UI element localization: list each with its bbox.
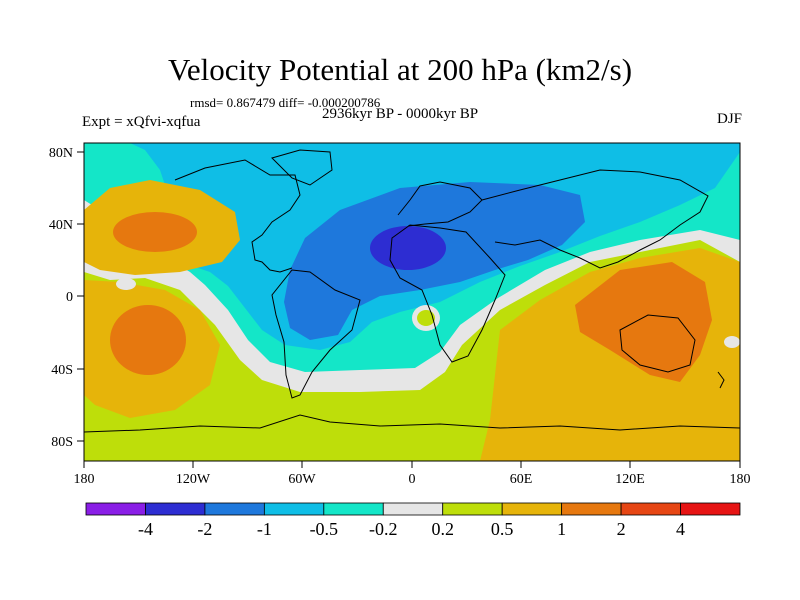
x-tick-label: 120W	[176, 472, 211, 487]
colorbar-swatch	[680, 502, 741, 516]
colorbar-label: -4	[137, 519, 153, 539]
colorbar-swatch	[145, 502, 206, 516]
x-tick-label: 0	[409, 472, 416, 487]
australia-coast	[619, 314, 696, 373]
europe-coast	[397, 181, 483, 227]
period-label: 2936kyr BP - 0000kyr BP	[322, 106, 479, 122]
y-tick-label: 40S	[51, 363, 73, 378]
y-tick-label: 40N	[49, 218, 73, 233]
axis-ticks	[77, 151, 741, 468]
africa-coast	[389, 224, 506, 363]
experiment-label: Expt = xQfvi-xqfua	[82, 114, 201, 130]
south-america-coast	[271, 269, 361, 399]
gray-pocket-east	[724, 336, 740, 348]
colorbar-swatch	[620, 502, 681, 516]
colorbar-label: -0.5	[309, 519, 339, 539]
colorbar	[85, 502, 741, 516]
dark-blue-core	[370, 226, 446, 270]
x-tick-label: 60W	[288, 472, 316, 487]
colorbar-label: 0.5	[490, 519, 514, 539]
greenland-coast	[271, 149, 333, 186]
map-title: Velocity Potential at 200 hPa (km2/s)	[167, 52, 633, 87]
colorbar-swatch	[561, 502, 622, 516]
y-tick-label: 80S	[51, 435, 73, 450]
antarctica-coast	[84, 414, 740, 433]
season-label: DJF	[716, 111, 742, 127]
north-america-coast	[174, 159, 301, 273]
new-zealand-coast	[717, 371, 725, 389]
colorbar-label: 0.2	[431, 519, 454, 539]
colorbar-swatch	[204, 502, 265, 516]
colorbar-label: -2	[197, 519, 213, 539]
asia-coast	[481, 169, 709, 269]
colorbar-swatch	[501, 502, 563, 516]
colorbar-swatch	[382, 502, 444, 516]
colorbar-label: 1	[557, 519, 567, 539]
y-tick-label: 0	[66, 290, 73, 305]
colorbar-swatch	[263, 502, 325, 516]
x-tick-label: 60E	[510, 472, 533, 487]
colorbar-swatch	[323, 502, 384, 516]
colorbar-label: -1	[256, 519, 272, 539]
colorbar-swatch	[442, 502, 503, 516]
colorbar-label: 2	[616, 519, 626, 539]
colorbar-label: 4	[676, 519, 686, 539]
indo-pacific-max	[575, 262, 712, 382]
colorbar-swatch	[85, 502, 146, 516]
x-tick-label: 180	[74, 472, 95, 487]
north-pacific-max	[113, 212, 197, 252]
rmsd-stats: rmsd= 0.867479 diff= -0.000200786	[190, 95, 381, 110]
south-atlantic-positive	[417, 310, 435, 326]
coastlines	[84, 149, 740, 433]
y-tick-label: 80N	[49, 146, 73, 161]
contour-field	[84, 143, 740, 461]
south-pacific-max	[110, 305, 186, 375]
gray-pocket-west	[116, 278, 136, 290]
colorbar-label: -0.2	[369, 519, 398, 539]
x-tick-label: 180	[730, 472, 751, 487]
x-tick-label: 120E	[615, 472, 645, 487]
